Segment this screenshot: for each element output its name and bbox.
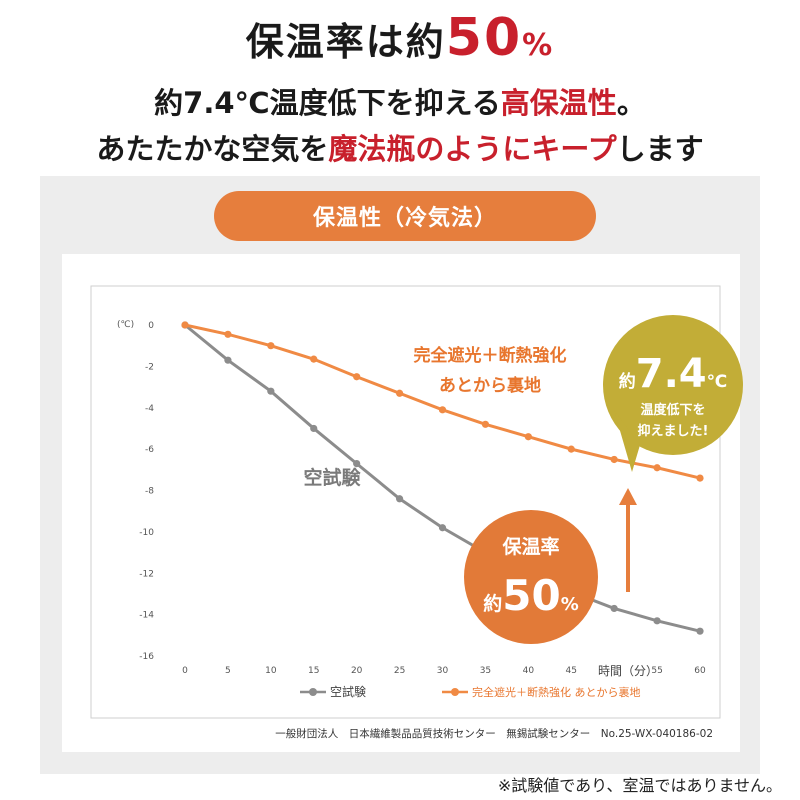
series1-annotation: 空試験 [303, 466, 361, 489]
y-tick-label: -12 [139, 569, 154, 579]
y-tick-label: -6 [145, 445, 154, 455]
x-tick-label: 15 [308, 666, 319, 676]
data-point-series2 [438, 406, 447, 414]
x-tick-label: 20 [351, 666, 363, 676]
headline-line1: 保温率は約50% [0, 8, 800, 68]
x-tick-label: 35 [480, 666, 491, 676]
bubble-prefix: 約 [619, 371, 636, 392]
bubble-line2: 抑えました! [638, 423, 709, 439]
legend-label-series2: 完全遮光＋断熱強化 あとから裏地 [472, 685, 641, 699]
chart-title-pill: 保温性（冷気法） [214, 191, 596, 241]
x-axis-label: 時間（分） [598, 664, 658, 678]
data-point-series1 [653, 617, 661, 625]
up-arrow-icon [619, 488, 637, 505]
headline-line1-unit: % [522, 28, 555, 63]
circle-value-line: 約50% [483, 571, 579, 620]
y-tick-label: -4 [145, 404, 154, 414]
x-tick-label: 45 [566, 666, 577, 676]
data-point-series2 [696, 474, 704, 482]
y-tick-labels: 0 -2 -4 -6 -8 -10 -12 -14 -16 [139, 321, 154, 662]
data-point-series2 [310, 355, 318, 363]
data-point-series2 [610, 455, 618, 464]
headline-line2-prefix: 約7.4℃温度低下を抑える [154, 86, 501, 120]
y-axis-unit: (℃) [117, 320, 134, 330]
x-tick-label: 0 [182, 666, 188, 676]
y-tick-label: 0 [148, 321, 154, 331]
data-point-series2 [267, 342, 275, 350]
headline-line2-emphasis: 高保温性 [500, 86, 617, 120]
data-point-series2 [481, 420, 490, 428]
circle-line1: 保温率 [501, 535, 559, 558]
data-point-series1 [395, 495, 404, 503]
data-point-series1 [610, 604, 618, 613]
legend-marker-series1 [309, 688, 317, 696]
x-tick-label: 30 [437, 666, 449, 676]
x-tick-label: 40 [523, 666, 535, 676]
data-point-series1 [438, 524, 447, 532]
data-point-series1 [696, 627, 704, 635]
footnote: ※試験値であり、室温ではありません。 [497, 776, 782, 795]
data-point-series2 [181, 321, 189, 329]
headline-line2: 約7.4℃温度低下を抑える高保温性。 [0, 80, 800, 122]
y-tick-label: -16 [139, 652, 154, 662]
x-tick-labels: 0 5 10 15 20 25 30 35 40 45 55 60 [182, 666, 706, 676]
bubble-line1: 温度低下を [640, 402, 705, 418]
headline-line2-suffix: 。 [616, 86, 646, 120]
data-point-series2 [395, 389, 404, 397]
series2-annotation-line1: 完全遮光＋断熱強化 [414, 345, 567, 366]
y-tick-label: -10 [139, 528, 154, 538]
plot-frame [90, 285, 721, 719]
data-point-series1 [310, 424, 318, 433]
data-point-series1 [224, 356, 232, 364]
x-tick-label: 55 [651, 666, 662, 676]
circle-value: 50 [502, 571, 560, 620]
data-point-series1 [353, 460, 361, 468]
bubble-value-line: 約7.4℃ [619, 351, 727, 397]
callout-bubble [603, 315, 743, 455]
data-point-series1 [267, 387, 275, 395]
headline-line3: あたたかな空気を魔法瓶のようにキープします [0, 126, 800, 168]
y-tick-label: -14 [139, 611, 154, 621]
x-tick-label: 25 [394, 666, 405, 676]
headline-line1-prefix: 保温率は約 [245, 20, 446, 64]
bubble-unit: ℃ [707, 372, 728, 392]
x-tick-label: 60 [694, 666, 706, 676]
data-point-series2 [524, 433, 532, 441]
x-tick-label: 10 [265, 666, 277, 676]
headline-line3-prefix: あたたかな空気を [96, 132, 329, 166]
data-point-series2 [353, 373, 361, 381]
y-tick-label: -8 [145, 487, 154, 497]
x-tick-label: 5 [225, 666, 231, 676]
bubble-value: 7.4 [636, 351, 707, 397]
legend-label-series1: 空試験 [330, 684, 366, 699]
retention-circle [464, 510, 598, 644]
y-tick-label: -2 [145, 362, 154, 372]
series2-annotation-line2: あとから裏地 [439, 375, 541, 396]
circle-unit: % [561, 594, 579, 615]
headline-line3-suffix: します [616, 132, 704, 166]
legend-marker-series2 [451, 688, 459, 696]
callout-bubble-tail [614, 410, 640, 472]
headline-line3-emphasis: 魔法瓶のようにキープ [328, 132, 617, 166]
circle-prefix: 約 [483, 592, 502, 615]
data-point-series2 [567, 445, 575, 453]
data-point-series2 [224, 330, 232, 338]
headline-line1-number: 50 [445, 8, 523, 68]
source-credit: 一般財団法人 日本繊維製品品質技術センター 無錫試験センター No.25-WX-… [275, 727, 713, 740]
data-point-series2 [653, 464, 661, 472]
